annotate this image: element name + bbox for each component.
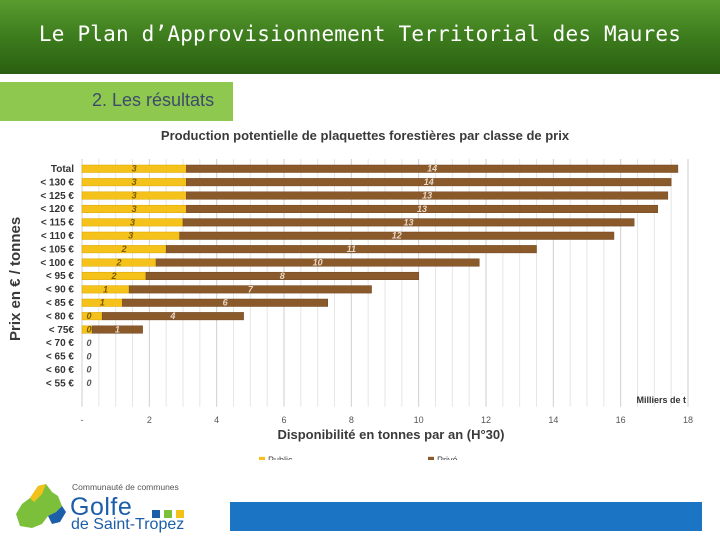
data-label-prive: 12 (392, 231, 402, 241)
data-label-prive: 1 (115, 325, 120, 335)
logo-org-line: Communauté de communes (72, 482, 179, 492)
x-unit-label: Milliers de t (636, 395, 686, 405)
bar-prive (128, 285, 372, 294)
bar-prive (186, 178, 672, 187)
data-label-prive: 14 (427, 164, 437, 174)
category-label: < 85 € (46, 298, 75, 309)
data-label-public: 0 (86, 325, 91, 335)
category-label: < 90 € (46, 285, 75, 296)
bar-prive (101, 312, 244, 321)
x-tick-label: 12 (481, 415, 491, 425)
data-label-prive: 7 (248, 284, 254, 294)
x-tick-label: - (81, 415, 84, 425)
bar-prive (145, 271, 419, 280)
category-label: < 80 € (46, 311, 75, 322)
bar-prive (91, 325, 143, 334)
legend-label-prive: Privé (437, 455, 458, 460)
y-axis-title: Prix en € / tonnes (7, 217, 24, 341)
category-label: < 105 € (40, 244, 74, 255)
x-tick-label: 4 (214, 415, 219, 425)
data-label-public: 0 (86, 378, 91, 388)
data-label-public: 0 (86, 338, 91, 348)
data-label-prive: 13 (417, 204, 427, 214)
title-bar: Le Plan d’Approvisionnement Territorial … (0, 0, 720, 74)
category-label: < 75€ (49, 325, 75, 336)
data-label-public: 2 (121, 244, 127, 254)
data-label-prive: 13 (422, 191, 432, 201)
slide-title: Le Plan d’Approvisionnement Territorial … (38, 22, 682, 46)
section-label: 2. Les résultats (92, 90, 215, 110)
x-tick-label: 18 (683, 415, 693, 425)
logo-name: Golfe (70, 493, 133, 521)
data-label-prive: 13 (404, 217, 414, 227)
region-map-icon (16, 484, 66, 528)
data-label-public: 0 (86, 365, 91, 375)
data-label-public: 2 (110, 271, 116, 281)
bar-prive (186, 204, 658, 213)
category-label: < 60 € (46, 365, 75, 376)
logo-subtitle: de Saint-Tropez (71, 516, 185, 533)
category-label: < 100 € (40, 258, 74, 269)
data-label-public: 1 (103, 284, 108, 294)
bar-prive (186, 191, 669, 200)
category-label: < 125 € (40, 191, 74, 202)
category-label: < 115 € (41, 218, 75, 229)
data-label-public: 3 (132, 164, 137, 174)
footer-band (230, 502, 702, 531)
section-tab: 2. Les résultats (0, 82, 233, 121)
bar-prive (122, 298, 329, 307)
category-label: < 110 € (41, 231, 75, 242)
x-tick-label: 14 (548, 415, 558, 425)
bar-prive (179, 231, 615, 240)
category-label: < 70 € (46, 338, 75, 349)
category-label: < 95 € (46, 271, 75, 282)
category-label: Total (51, 164, 74, 175)
data-label-prive: 8 (280, 271, 285, 281)
category-label: < 65 € (46, 352, 75, 363)
category-label: < 120 € (40, 204, 74, 215)
data-label-public: 0 (86, 351, 91, 361)
price-class-chart: Production potentielle de plaquettes for… (7, 128, 693, 460)
x-tick-label: 6 (281, 415, 286, 425)
bar-prive (182, 218, 635, 227)
data-label-public: 3 (132, 204, 137, 214)
x-tick-label: 16 (616, 415, 626, 425)
legend-swatch-public (259, 456, 265, 460)
chart-title: Production potentielle de plaquettes for… (161, 128, 570, 143)
org-logo: Communauté de communes Golfe de Saint-Tr… (12, 478, 202, 534)
data-label-prive: 6 (223, 298, 229, 308)
data-label-public: 2 (116, 258, 122, 268)
logo-squares (152, 505, 188, 523)
category-label: < 130 € (40, 177, 74, 188)
data-label-prive: 11 (347, 244, 356, 254)
legend-label-public: Public (268, 455, 293, 460)
data-label-prive: 10 (313, 258, 323, 268)
x-tick-label: 8 (349, 415, 354, 425)
data-label-public: 0 (86, 311, 91, 321)
x-tick-label: 2 (147, 415, 152, 425)
data-label-public: 3 (132, 177, 137, 187)
x-tick-label: 10 (414, 415, 424, 425)
category-label: < 55 € (46, 378, 75, 389)
x-axis-title: Disponibilité en tonnes par an (H°30) (278, 427, 505, 442)
data-label-prive: 4 (169, 311, 175, 321)
data-label-public: 3 (128, 231, 133, 241)
bar-public (81, 312, 103, 321)
bar-prive (165, 245, 537, 254)
data-label-public: 1 (100, 298, 105, 308)
bar-prive (155, 258, 480, 267)
data-label-prive: 14 (424, 177, 434, 187)
legend-swatch-prive (428, 456, 434, 460)
bar-prive (186, 164, 679, 173)
data-label-public: 3 (130, 217, 135, 227)
data-label-public: 3 (132, 191, 137, 201)
